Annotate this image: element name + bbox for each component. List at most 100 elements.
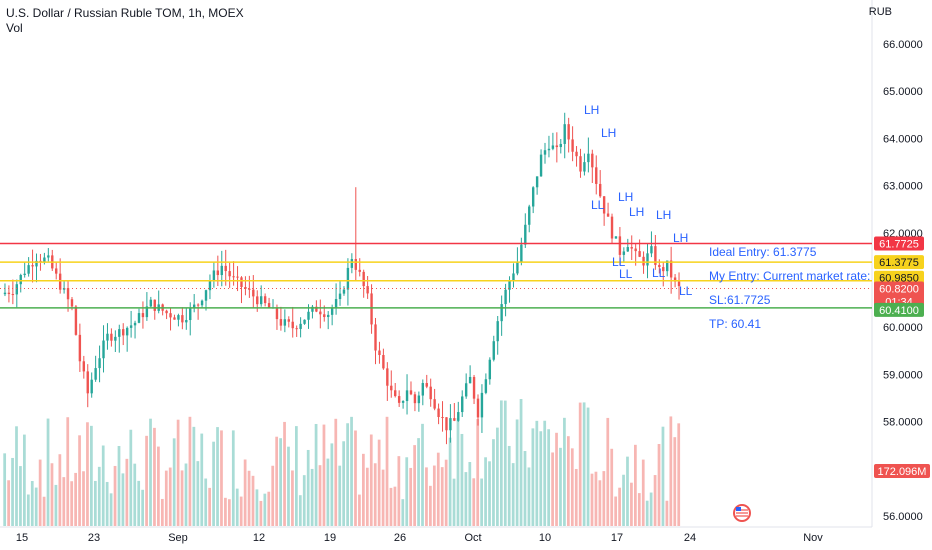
candle-body (11, 294, 15, 296)
volume-bar (397, 456, 401, 526)
candle-body (15, 284, 18, 295)
volume-bar (405, 457, 409, 526)
volume-bar (50, 463, 54, 526)
volume-bar (566, 436, 570, 526)
volume-bar (34, 487, 38, 526)
volume-bar (649, 492, 653, 526)
volume-bar (153, 427, 156, 526)
volume-bar (90, 425, 93, 526)
volume-bar (393, 486, 397, 526)
volume-bar (42, 496, 46, 526)
candle-body (571, 139, 574, 152)
volume-bar (369, 434, 373, 526)
volume-bar (78, 435, 81, 526)
volume-bar (503, 400, 507, 526)
candle-body (535, 176, 539, 188)
volume-bar (456, 417, 460, 526)
candle-body (401, 401, 405, 403)
candle-body (433, 399, 436, 409)
candle-body (429, 386, 432, 400)
volume-bar (535, 420, 539, 526)
candle-body (468, 376, 472, 384)
stop-loss-badge-label: 61.7725 (879, 239, 919, 251)
swing-label-lh: LH (629, 205, 644, 219)
volume-bar (82, 471, 85, 526)
candle-body (610, 216, 614, 239)
volume-bar (511, 463, 515, 526)
candle-body (165, 310, 168, 314)
candle-body (362, 271, 365, 287)
symbol-title[interactable]: U.S. Dollar / Russian Ruble TOM, 1h, MOE… (6, 6, 244, 20)
volume-bar (460, 433, 464, 526)
volume-bar (468, 462, 472, 526)
volume-label[interactable]: Vol (6, 21, 23, 35)
volume-bar (586, 407, 590, 526)
candle-body (476, 398, 480, 418)
volume-bar (413, 445, 416, 526)
candle-body (587, 153, 590, 163)
candle-body (122, 329, 125, 336)
candle-body (90, 379, 93, 394)
volume-bar (661, 426, 665, 526)
volume-bar (19, 466, 22, 526)
volume-bar (432, 465, 436, 526)
volume-bar (484, 457, 487, 526)
candle-body (125, 327, 129, 336)
volume-bar (235, 488, 239, 526)
candle-body (445, 417, 448, 431)
volume-bar (188, 416, 192, 526)
candle-body (31, 265, 34, 267)
candle-body (244, 286, 247, 289)
candle-body (129, 325, 133, 328)
volume-bar (492, 439, 495, 526)
volume-bar (531, 428, 535, 526)
volume-bar (606, 417, 610, 526)
volume-bar (192, 426, 196, 526)
candle-body (551, 145, 555, 149)
candle-body (106, 333, 109, 341)
candle-body (66, 288, 70, 300)
candle-body (382, 355, 385, 369)
volume-bar (176, 419, 180, 526)
candle-body (508, 280, 511, 290)
volume-bar (326, 458, 330, 526)
volume-bar (291, 470, 294, 526)
candle-body (614, 236, 618, 239)
volume-bar (200, 433, 204, 526)
candle-body (654, 246, 657, 265)
ideal-entry-badge (874, 255, 924, 270)
candle-body (583, 162, 586, 172)
volume-bar (543, 420, 547, 526)
volume-bar (220, 430, 223, 526)
candle-body (492, 341, 495, 360)
stop-loss-badge (874, 236, 924, 251)
volume-bar (121, 473, 125, 526)
candle-body (642, 256, 645, 266)
candle-body (579, 156, 582, 172)
candle-body (279, 319, 283, 326)
volume-bar (314, 423, 318, 526)
candle-body (559, 143, 562, 148)
candle-body (212, 270, 216, 281)
volume-bar (105, 481, 109, 526)
candle-body (169, 313, 172, 318)
candle-body (334, 299, 338, 309)
x-tick-label: 26 (394, 532, 406, 544)
candle-body (47, 255, 50, 258)
candle-body (200, 300, 204, 306)
candle-body (181, 315, 184, 323)
volume-bar (133, 463, 137, 526)
y-tick-label: 66.0000 (883, 39, 923, 51)
volume-bar (66, 417, 70, 526)
currency-label: RUB (868, 6, 892, 18)
candle-body (484, 379, 488, 393)
x-tick-label: 10 (539, 532, 551, 544)
volume-bar (310, 468, 314, 526)
volume-bar (271, 465, 275, 526)
volume-bar (279, 438, 282, 526)
us-flag-icon-canton (736, 507, 741, 511)
volume-bar (180, 470, 184, 526)
volume-bar (172, 438, 176, 526)
